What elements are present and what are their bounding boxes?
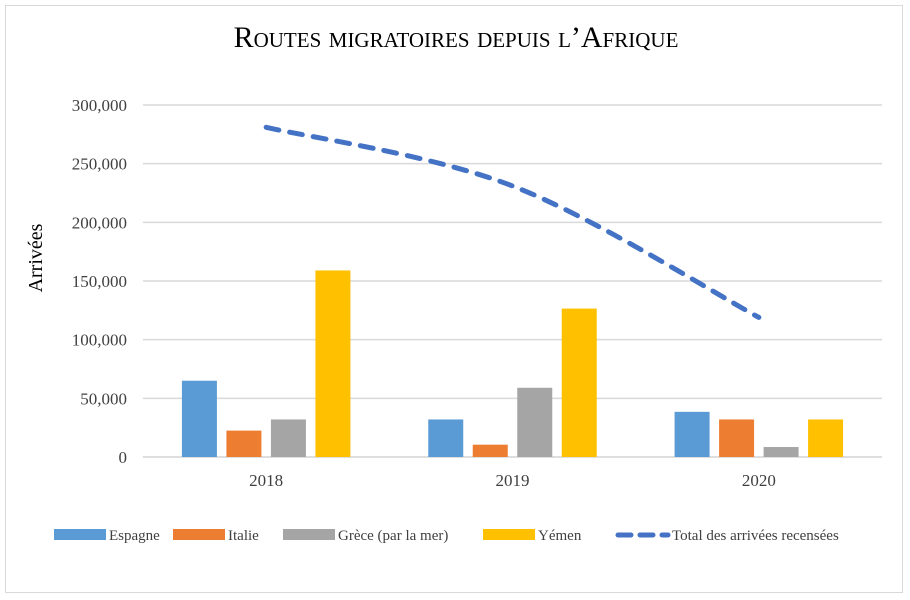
y-tick-label: 150,000 bbox=[72, 272, 127, 291]
chart-border bbox=[5, 5, 903, 593]
bar-italie-2018 bbox=[226, 430, 262, 457]
y-tick-label: 250,000 bbox=[72, 155, 127, 174]
y-axis-label: Arrivées bbox=[25, 223, 47, 292]
legend-swatch bbox=[173, 529, 225, 540]
legend-swatch bbox=[283, 529, 335, 540]
legend-swatch bbox=[54, 529, 106, 540]
y-tick-label: 200,000 bbox=[72, 213, 127, 232]
x-tick-label: 2018 bbox=[249, 471, 283, 490]
x-tick-label: 2019 bbox=[496, 471, 530, 490]
bar-grèce-2020 bbox=[763, 447, 799, 457]
bar-espagne-2020 bbox=[674, 411, 710, 457]
legend-label: Grèce (par la mer) bbox=[338, 528, 448, 544]
legend-swatch bbox=[483, 529, 535, 540]
total-arrivals-line bbox=[263, 124, 762, 320]
bar-espagne-2019 bbox=[428, 419, 464, 457]
bar-grèce-2019 bbox=[517, 387, 553, 457]
legend-label: Espagne bbox=[109, 528, 160, 544]
chart-title: Routes migratoires depuis l’Afrique bbox=[234, 21, 679, 54]
legend-label: Total des arrivées recensées bbox=[672, 528, 839, 544]
bar-yémen-2020 bbox=[808, 419, 844, 457]
bar-espagne-2018 bbox=[181, 380, 217, 457]
legend-label: Yémen bbox=[538, 528, 582, 544]
bar-italie-2020 bbox=[719, 419, 755, 457]
bar-yémen-2018 bbox=[315, 270, 351, 457]
bar-grèce-2018 bbox=[270, 419, 306, 457]
x-tick-label: 2020 bbox=[742, 471, 776, 490]
y-tick-label: 50,000 bbox=[80, 389, 127, 408]
bar-yémen-2019 bbox=[561, 308, 597, 457]
y-tick-label: 100,000 bbox=[72, 331, 127, 350]
y-tick-label: 0 bbox=[119, 448, 128, 467]
legend-label: Italie bbox=[228, 528, 259, 544]
bar-italie-2019 bbox=[472, 444, 508, 457]
y-tick-label: 300,000 bbox=[72, 96, 127, 115]
